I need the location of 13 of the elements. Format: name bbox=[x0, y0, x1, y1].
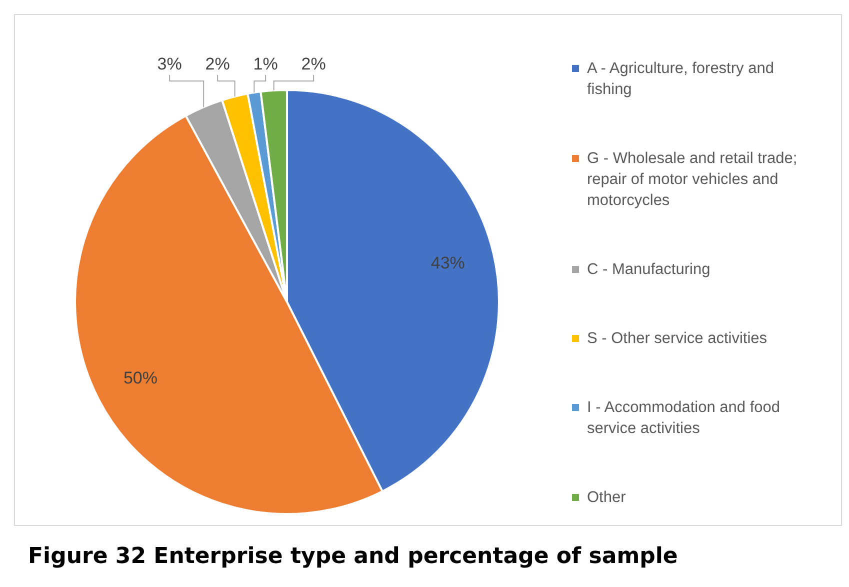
data-label: 3% bbox=[157, 54, 182, 74]
data-label: 2% bbox=[301, 54, 326, 74]
legend-label: Other bbox=[587, 488, 626, 508]
data-label: 43% bbox=[430, 253, 465, 272]
legend-label: I - Accommodation and food service activities bbox=[587, 398, 782, 439]
legend-label: A - Agriculture, forestry and fishing bbox=[587, 59, 775, 100]
text: Figure 32 Enterprise type and percentage of sample bbox=[28, 544, 678, 569]
legend-label: C - Manufacturing bbox=[587, 260, 710, 280]
data-label: 2% bbox=[205, 54, 230, 74]
data-label: 50% bbox=[123, 368, 158, 388]
data-label: 1% bbox=[253, 54, 278, 74]
legend-label: S - Other service activities bbox=[587, 329, 768, 349]
legend-label: G - Wholesale and retail trade; repair of motor vehicles and motorcycles bbox=[587, 149, 798, 211]
